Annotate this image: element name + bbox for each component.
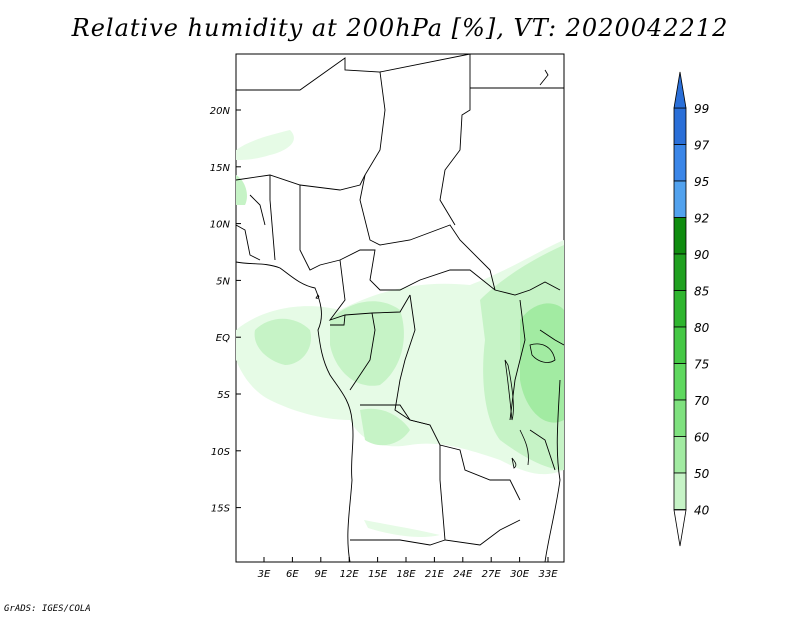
colorbar-level-label: 90 [694, 248, 710, 262]
rh-40-50-area-south [364, 520, 440, 538]
lon-tick-label: 33E [538, 569, 558, 580]
colorbar-level-label: 40 [694, 504, 710, 518]
colorbar-level-label: 80 [694, 321, 710, 335]
map-panel: 20N 15N 10N 5N EQ 5S 10S 15S 3E 6E 9E 12E 15E 18E 21E… [210, 53, 565, 580]
colorbar-box [673, 253, 687, 291]
lon-axis: 3E 6E 9E 12E 15E 18E 21E 24E 27E 30E 33E [258, 557, 558, 580]
lat-tick-label: 20N [210, 106, 231, 117]
colorbar-box [673, 363, 687, 401]
lon-tick-label: 27E [482, 569, 502, 580]
lon-tick-label: 30E [510, 569, 530, 580]
colorbar-box [673, 472, 687, 510]
lat-tick-label: 5N [216, 276, 230, 287]
colorbar-level-label: 60 [694, 431, 710, 445]
lon-tick-label: 21E [425, 569, 445, 580]
lat-tick-label: 10S [211, 447, 231, 458]
lon-tick-label: 3E [258, 569, 271, 580]
lat-tick-label: 10N [210, 220, 231, 231]
colorbar-level-label: 92 [694, 212, 709, 226]
rh-40-50-area-north [236, 130, 294, 160]
credit-text: GrADS: IGES/COLA [4, 604, 91, 614]
lon-tick-label: 24E [453, 569, 473, 580]
chart-title: Relative humidity at 200hPa [%], VT: 202… [71, 14, 729, 42]
colorbar-bottom-arrow [673, 509, 687, 547]
lat-tick-label: EQ [216, 333, 230, 344]
colorbar-box [673, 326, 687, 364]
rh-50-60-area-west-coast [236, 175, 247, 205]
colorbar-box [673, 144, 687, 182]
colorbar-box [673, 436, 687, 474]
colorbar-level-label: 95 [694, 175, 709, 189]
colorbar: 99 97 95 92 90 85 80 75 70 60 50 40 [673, 71, 710, 547]
rh-50-60-area-angola [360, 408, 410, 446]
lon-tick-label: 9E [314, 569, 327, 580]
colorbar-box [673, 107, 687, 145]
lat-tick-label: 15S [211, 504, 231, 515]
colorbar-top-arrow [673, 71, 687, 109]
rh-60-70-area-lakes [520, 303, 564, 423]
colorbar-box [673, 290, 687, 328]
colorbar-level-label: 97 [694, 139, 710, 153]
colorbar-level-label: 99 [694, 102, 709, 116]
colorbar-level-label: 70 [694, 394, 710, 408]
rh-50-60-area-congo [330, 301, 404, 386]
lon-tick-label: 18E [396, 569, 416, 580]
lat-tick-label: 5S [217, 390, 230, 401]
lat-axis: 20N 15N 10N 5N EQ 5S 10S 15S [210, 106, 241, 515]
colorbar-box [673, 180, 687, 218]
humidity-field [236, 130, 564, 538]
lat-tick-label: 15N [210, 163, 231, 174]
colorbar-level-label: 50 [694, 467, 710, 481]
country-borders [236, 54, 564, 562]
colorbar-level-label: 85 [694, 285, 709, 299]
lon-tick-label: 15E [368, 569, 388, 580]
rh-50-60-area-gabon [254, 318, 311, 365]
colorbar-level-label: 75 [694, 358, 709, 372]
colorbar-box [673, 399, 687, 437]
lon-tick-label: 12E [340, 569, 360, 580]
lon-tick-label: 6E [286, 569, 299, 580]
colorbar-box [673, 217, 687, 255]
lakes [315, 294, 556, 469]
